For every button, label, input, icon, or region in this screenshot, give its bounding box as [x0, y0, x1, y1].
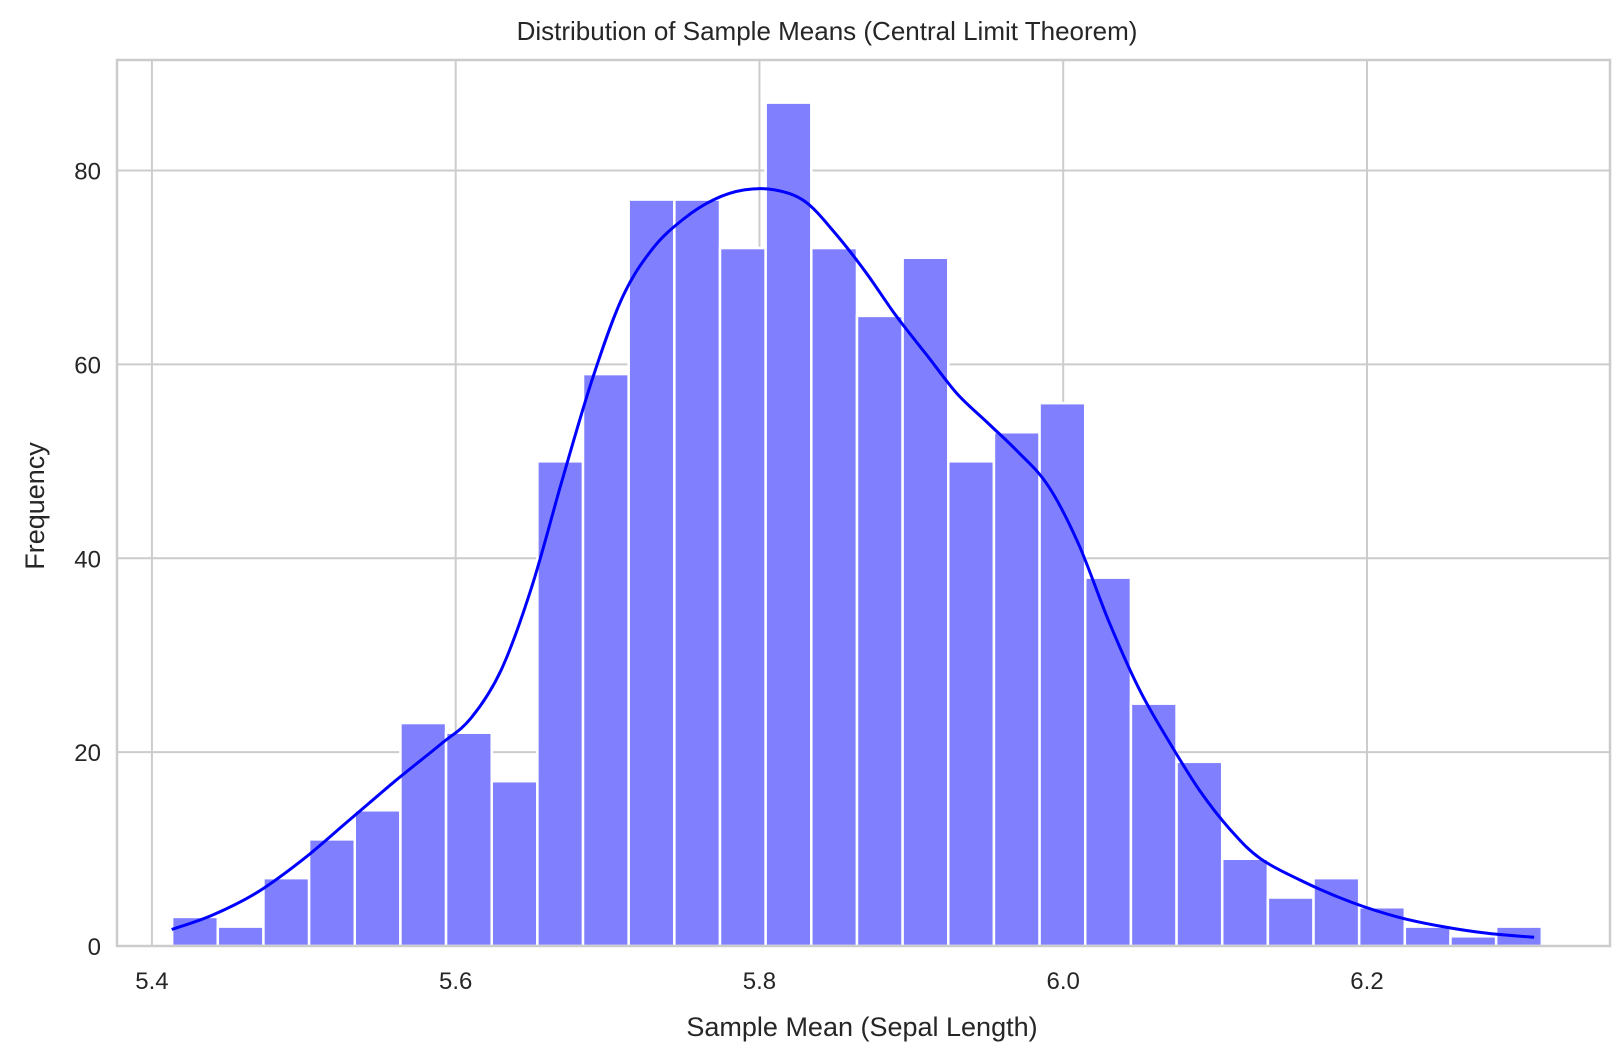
histogram-bar-4 [353, 809, 402, 948]
y-tick-label-0: 0 [88, 934, 101, 961]
kde-curve-group [171, 187, 1535, 939]
histogram-bar-27 [1403, 925, 1452, 948]
x-tick-label-1: 5.6 [439, 968, 472, 995]
y-tick-label-4: 80 [74, 159, 101, 186]
histogram-bar-3 [307, 838, 357, 948]
plot-frame [115, 58, 1612, 948]
y-tick-label-1: 20 [74, 740, 101, 767]
histogram-bar-12 [718, 246, 767, 948]
y-axis-label: Frequency [20, 442, 50, 570]
histogram-bar-15 [855, 314, 904, 948]
y-tick-label-3: 60 [74, 352, 101, 379]
histogram-bar-16 [901, 256, 950, 948]
histogram-bar-6 [444, 731, 493, 948]
chart-title: Distribution of Sample Means (Central Li… [517, 16, 1138, 46]
histogram-bar-2 [262, 876, 311, 948]
histogram-bar-17 [947, 460, 996, 948]
histogram-bar-11 [673, 198, 722, 948]
histogram-bar-14 [810, 246, 859, 948]
histogram-bar-1 [216, 925, 265, 948]
kde-line [171, 187, 1535, 939]
histogram-bar-24 [1266, 896, 1315, 948]
x-axis-label: Sample Mean (Sepal Length) [686, 1012, 1037, 1042]
x-tick-label-2: 5.8 [743, 968, 776, 995]
histogram-bar-13 [764, 101, 813, 948]
histogram-bar-10 [627, 198, 676, 948]
histogram-bar-28 [1449, 935, 1498, 948]
histogram-bar-18 [992, 430, 1041, 948]
x-tick-label-3: 6.0 [1047, 968, 1080, 995]
histogram-bar-8 [536, 460, 585, 948]
histogram-bar-9 [581, 372, 630, 948]
tick-labels: 5.4 5.6 5.8 6.0 6.2 0 20 40 60 80 [74, 159, 1383, 995]
histogram-bar-23 [1220, 857, 1270, 948]
histogram-bar-20 [1083, 576, 1133, 948]
y-tick-label-2: 40 [74, 546, 101, 573]
histogram-bars [170, 101, 1544, 948]
x-tick-label-4: 6.2 [1350, 968, 1383, 995]
histogram-bar-7 [490, 779, 539, 948]
x-tick-label-0: 5.4 [135, 968, 168, 995]
